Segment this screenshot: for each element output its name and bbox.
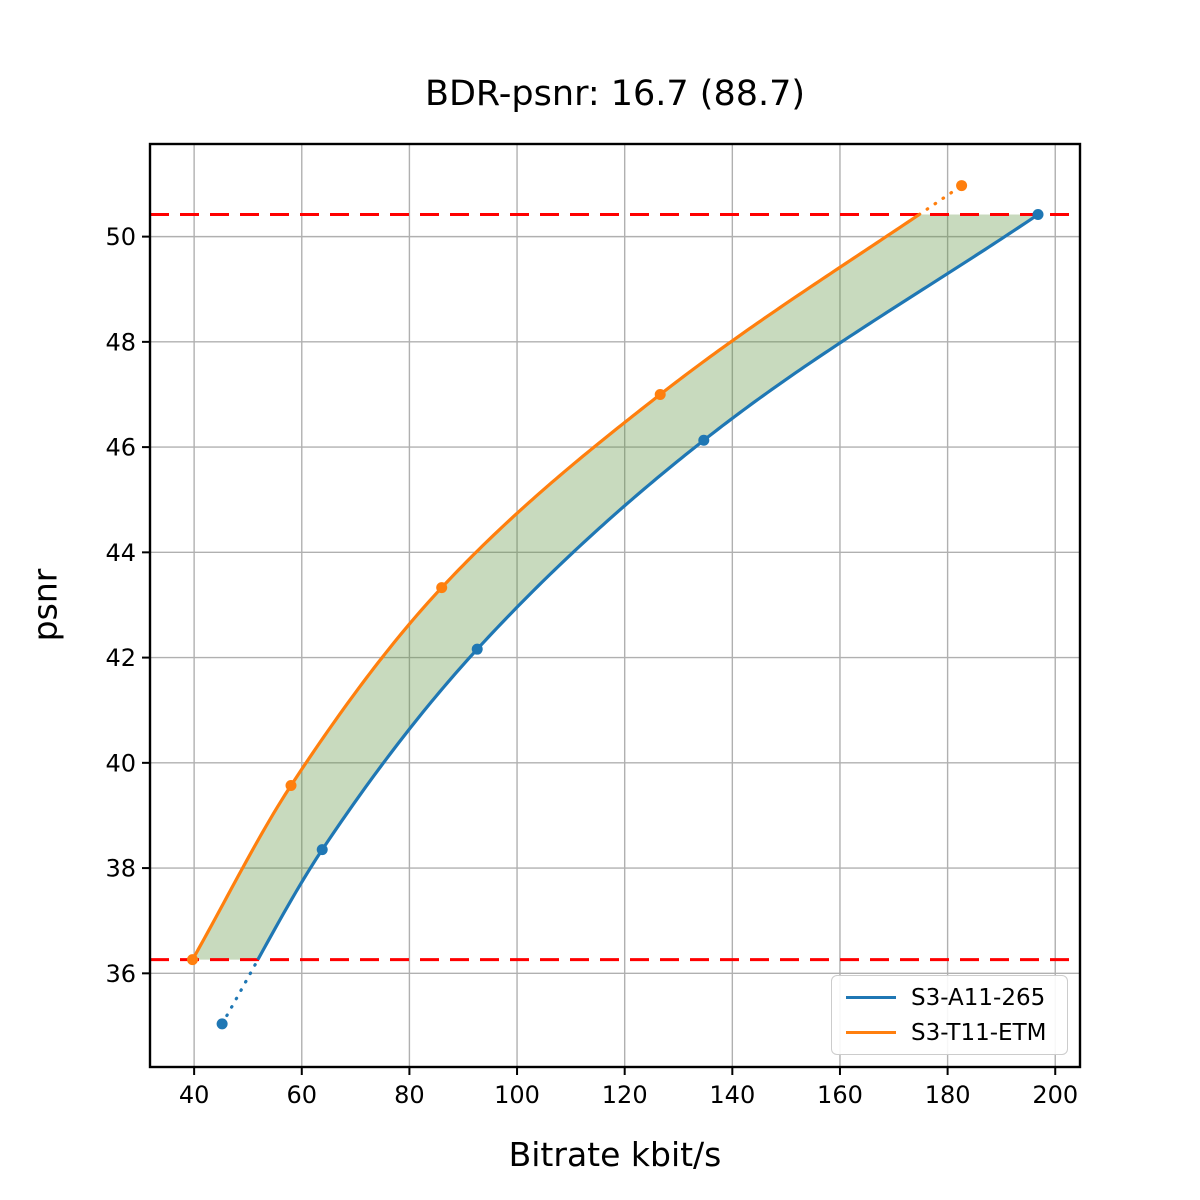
data-point xyxy=(1032,209,1044,221)
x-axis-label: Bitrate kbit/s xyxy=(508,1135,722,1174)
series-s3-a11-265-markers xyxy=(216,209,1044,1030)
y-tick-label: 50 xyxy=(105,223,136,251)
plot-border xyxy=(148,142,1082,1069)
x-tick-label: 160 xyxy=(817,1081,863,1109)
y-tick-label: 38 xyxy=(105,855,136,883)
x-tick-label: 40 xyxy=(179,1081,210,1109)
chart-title: BDR-psnr: 16.7 (88.7) xyxy=(424,74,806,114)
grid xyxy=(150,144,1080,1067)
data-point xyxy=(316,844,328,856)
legend-label-s3-t11-etm: S3-T11-ETM xyxy=(911,1019,1047,1046)
legend: S3-A11-265 S3-T11-ETM xyxy=(831,975,1068,1055)
y-tick-label: 46 xyxy=(105,434,136,462)
y-axis-label: psnr xyxy=(25,568,65,642)
series-s3-a11-265-curve xyxy=(256,213,1039,961)
x-tick-label: 180 xyxy=(925,1081,971,1109)
x-tick-label: 120 xyxy=(602,1081,648,1109)
data-point xyxy=(216,1018,228,1030)
legend-item-s3-t11-etm: S3-T11-ETM xyxy=(846,1020,1055,1046)
y-tick-label: 36 xyxy=(105,960,136,988)
y-tick-label: 42 xyxy=(105,644,136,672)
data-point xyxy=(654,388,666,400)
x-tick-label: 80 xyxy=(394,1081,425,1109)
legend-item-s3-a11-265: S3-A11-265 xyxy=(846,985,1055,1011)
y-tick-label: 48 xyxy=(105,328,136,356)
data-point xyxy=(698,434,710,446)
axis-tick-labels: 40 60 80 100 120 140 160 180 200 36 38 40 42 44 46 48 50 xyxy=(105,223,1078,1109)
x-tick-label: 140 xyxy=(709,1081,755,1109)
series-s3-t11-etm-curve xyxy=(191,212,921,961)
data-point xyxy=(285,779,297,791)
data-point xyxy=(471,643,483,655)
data-point xyxy=(436,582,448,594)
x-tick-label: 200 xyxy=(1032,1081,1078,1109)
series-s3-t11-etm-markers xyxy=(187,180,968,966)
x-tick-label: 60 xyxy=(286,1081,317,1109)
y-tick-label: 40 xyxy=(105,749,136,777)
data-point xyxy=(956,180,968,192)
series-s3-t11-etm-dotted xyxy=(917,183,964,217)
series-s3-a11-265-dotted xyxy=(220,958,260,1026)
y-tick-label: 44 xyxy=(105,539,136,567)
axis-ticks xyxy=(142,235,1057,1075)
data-point xyxy=(187,954,199,966)
legend-label-s3-a11-265: S3-A11-265 xyxy=(911,984,1046,1011)
legend-line-sample-orange xyxy=(846,1031,896,1034)
legend-line-sample-blue xyxy=(846,996,896,999)
bd-overlap-band xyxy=(192,214,1039,960)
x-tick-label: 100 xyxy=(494,1081,540,1109)
psnr-overlap-ref-lines xyxy=(150,213,1080,962)
